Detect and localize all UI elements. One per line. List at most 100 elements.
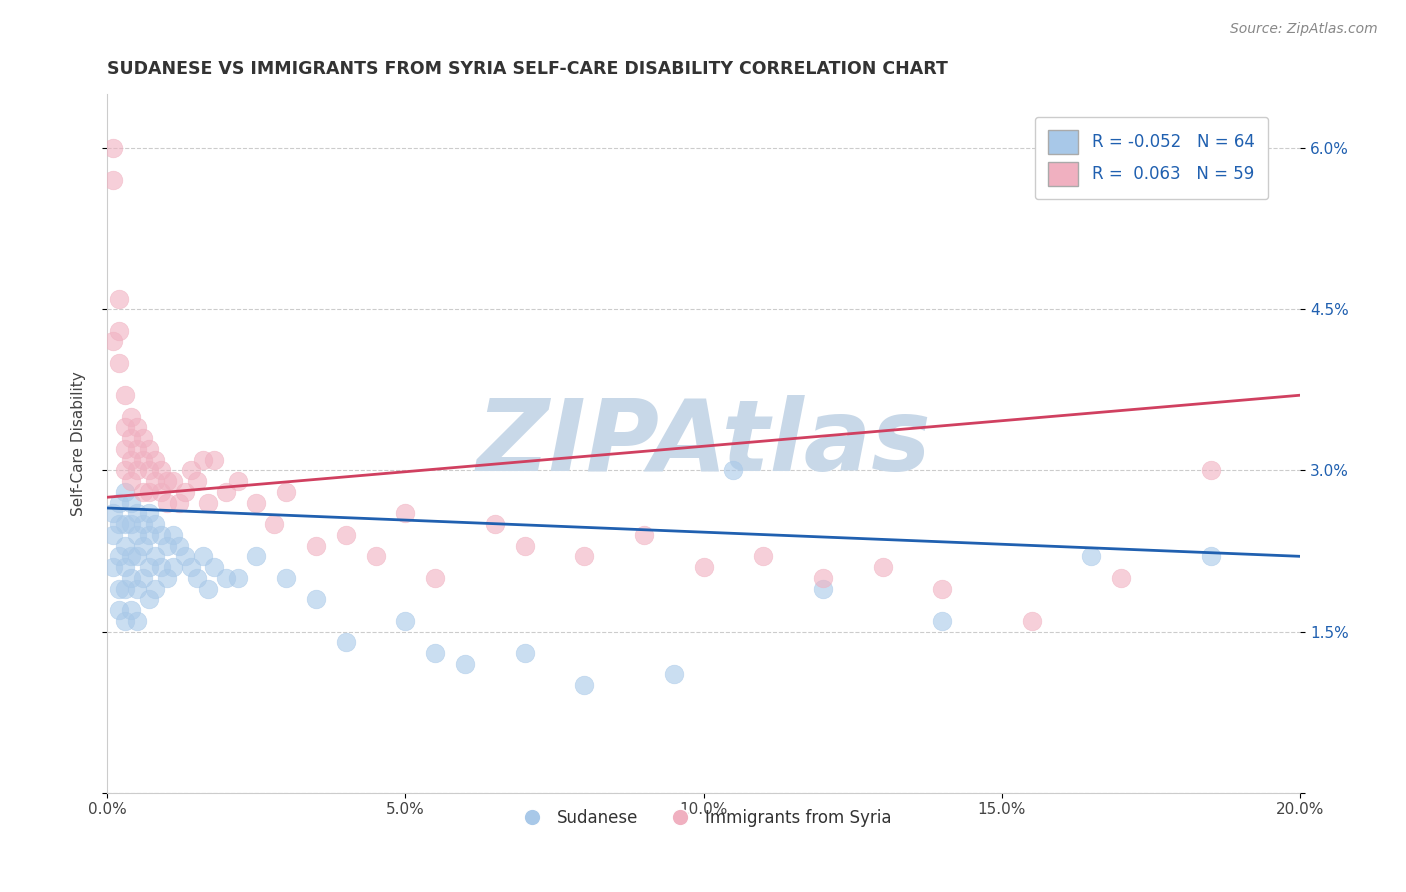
Point bbox=[274, 484, 297, 499]
Point bbox=[108, 356, 131, 370]
Point bbox=[132, 431, 155, 445]
Point bbox=[108, 324, 131, 338]
Point bbox=[143, 517, 166, 532]
Point bbox=[149, 528, 172, 542]
Point bbox=[125, 549, 148, 564]
Point bbox=[162, 560, 184, 574]
Point bbox=[1109, 571, 1132, 585]
Point bbox=[114, 560, 136, 574]
Point bbox=[114, 442, 136, 456]
Point bbox=[245, 549, 267, 564]
Point bbox=[197, 582, 219, 596]
Point bbox=[125, 442, 148, 456]
Point bbox=[138, 442, 160, 456]
Point bbox=[752, 549, 775, 564]
Point bbox=[120, 474, 142, 488]
Point bbox=[132, 539, 155, 553]
Point bbox=[143, 582, 166, 596]
Point bbox=[1021, 614, 1043, 628]
Point bbox=[723, 463, 745, 477]
Point bbox=[114, 388, 136, 402]
Point bbox=[305, 539, 328, 553]
Point bbox=[120, 517, 142, 532]
Point bbox=[132, 571, 155, 585]
Point bbox=[197, 495, 219, 509]
Point bbox=[204, 560, 226, 574]
Point bbox=[114, 420, 136, 434]
Point bbox=[364, 549, 387, 564]
Point bbox=[191, 452, 214, 467]
Point bbox=[574, 549, 596, 564]
Point bbox=[138, 507, 160, 521]
Point bbox=[101, 141, 124, 155]
Point bbox=[394, 614, 416, 628]
Point bbox=[120, 603, 142, 617]
Point bbox=[138, 560, 160, 574]
Text: SUDANESE VS IMMIGRANTS FROM SYRIA SELF-CARE DISABILITY CORRELATION CHART: SUDANESE VS IMMIGRANTS FROM SYRIA SELF-C… bbox=[107, 60, 948, 78]
Point bbox=[173, 549, 195, 564]
Point bbox=[143, 452, 166, 467]
Point bbox=[149, 463, 172, 477]
Point bbox=[513, 646, 536, 660]
Point bbox=[305, 592, 328, 607]
Point bbox=[120, 431, 142, 445]
Point bbox=[186, 571, 208, 585]
Point bbox=[143, 549, 166, 564]
Point bbox=[811, 582, 834, 596]
Point bbox=[138, 528, 160, 542]
Point bbox=[931, 582, 953, 596]
Point bbox=[156, 495, 179, 509]
Point bbox=[156, 474, 179, 488]
Point bbox=[191, 549, 214, 564]
Point bbox=[132, 517, 155, 532]
Point bbox=[101, 560, 124, 574]
Point bbox=[108, 582, 131, 596]
Point bbox=[1199, 463, 1222, 477]
Point bbox=[931, 614, 953, 628]
Point bbox=[186, 474, 208, 488]
Point bbox=[114, 517, 136, 532]
Point bbox=[143, 474, 166, 488]
Point bbox=[132, 484, 155, 499]
Point bbox=[114, 539, 136, 553]
Point bbox=[114, 614, 136, 628]
Point bbox=[156, 571, 179, 585]
Point bbox=[574, 678, 596, 692]
Point bbox=[108, 495, 131, 509]
Point bbox=[120, 495, 142, 509]
Point bbox=[149, 484, 172, 499]
Point bbox=[108, 603, 131, 617]
Point bbox=[125, 582, 148, 596]
Point bbox=[120, 409, 142, 424]
Point bbox=[101, 507, 124, 521]
Point bbox=[108, 292, 131, 306]
Point bbox=[215, 571, 238, 585]
Point bbox=[274, 571, 297, 585]
Point bbox=[114, 484, 136, 499]
Point bbox=[114, 582, 136, 596]
Point bbox=[138, 592, 160, 607]
Point bbox=[425, 571, 447, 585]
Point bbox=[484, 517, 506, 532]
Point bbox=[245, 495, 267, 509]
Point bbox=[811, 571, 834, 585]
Point bbox=[162, 528, 184, 542]
Point bbox=[120, 549, 142, 564]
Point bbox=[108, 517, 131, 532]
Point bbox=[454, 657, 477, 671]
Point bbox=[1080, 549, 1102, 564]
Point bbox=[125, 528, 148, 542]
Point bbox=[394, 507, 416, 521]
Point bbox=[228, 571, 250, 585]
Point bbox=[156, 539, 179, 553]
Point bbox=[120, 571, 142, 585]
Point bbox=[125, 420, 148, 434]
Text: ZIPAtlas: ZIPAtlas bbox=[477, 395, 931, 492]
Point bbox=[180, 560, 202, 574]
Point bbox=[138, 484, 160, 499]
Point bbox=[125, 507, 148, 521]
Point bbox=[167, 539, 190, 553]
Point bbox=[335, 528, 357, 542]
Point bbox=[633, 528, 655, 542]
Point bbox=[228, 474, 250, 488]
